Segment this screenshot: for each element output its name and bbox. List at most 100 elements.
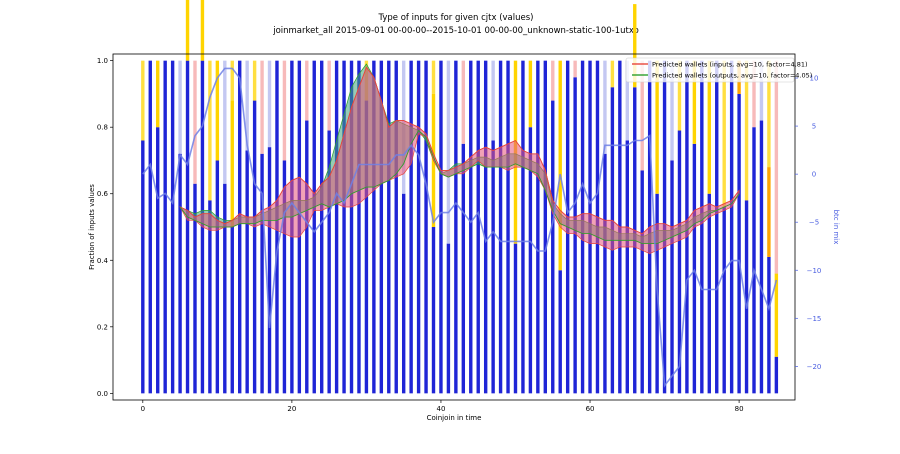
bar-remainder bbox=[141, 60, 145, 141]
bar-blue bbox=[349, 60, 354, 394]
x-tick-label: 0 bbox=[141, 405, 145, 413]
x-tick-label: 80 bbox=[735, 405, 744, 413]
bar-remainder bbox=[431, 60, 436, 94]
bar-yellow bbox=[774, 273, 779, 357]
bar-blue bbox=[677, 130, 682, 394]
bar-yellow bbox=[200, 0, 205, 61]
bar-blue bbox=[513, 243, 518, 394]
bar-blue bbox=[744, 200, 749, 394]
bar-blue bbox=[312, 60, 316, 394]
bar-blue bbox=[334, 60, 339, 394]
bar-remainder bbox=[178, 60, 182, 154]
bar-remainder bbox=[230, 60, 234, 101]
bar-blue bbox=[625, 140, 629, 394]
bar-yellow bbox=[707, 60, 711, 194]
bar-blue bbox=[498, 60, 503, 394]
y-tick-label: 0.0 bbox=[97, 390, 108, 398]
plot-area bbox=[141, 0, 779, 394]
y2-tick-label: 5 bbox=[812, 123, 816, 131]
bar-blue bbox=[364, 100, 369, 394]
bar-remainder bbox=[252, 60, 257, 101]
bar-yellow bbox=[633, 4, 637, 88]
bar-remainder bbox=[551, 60, 555, 101]
bar-blue bbox=[185, 60, 190, 394]
bar-remainder bbox=[282, 60, 287, 161]
x-tick-label: 60 bbox=[586, 405, 595, 413]
bar-blue bbox=[170, 60, 175, 394]
chart-subtitle: joinmarket_all 2015-09-01 00-00-00--2015… bbox=[272, 26, 639, 36]
bar-blue bbox=[506, 60, 510, 394]
bar-yellow bbox=[230, 100, 234, 227]
bar-remainder bbox=[327, 60, 331, 131]
bar-remainder bbox=[603, 60, 607, 154]
bar-blue bbox=[178, 153, 182, 394]
y2-tick-label: −5 bbox=[809, 219, 819, 227]
y2-tick-label: −15 bbox=[807, 315, 822, 323]
bar-yellow bbox=[558, 60, 562, 271]
bar-blue bbox=[305, 120, 309, 394]
bar-remainder bbox=[767, 60, 771, 168]
bar-blue bbox=[148, 60, 152, 394]
bar-blue bbox=[394, 60, 398, 394]
bar-blue bbox=[715, 60, 719, 394]
bar-blue bbox=[260, 153, 264, 394]
bar-remainder bbox=[759, 60, 764, 121]
bar-yellow bbox=[185, 0, 190, 61]
bar-remainder bbox=[267, 60, 272, 148]
bar-remainder bbox=[446, 60, 451, 244]
x-tick-label: 20 bbox=[287, 405, 296, 413]
y2-tick-label: 0 bbox=[812, 171, 816, 179]
bar-blue bbox=[215, 160, 220, 394]
bar-blue bbox=[476, 60, 480, 394]
bar-yellow bbox=[528, 60, 533, 128]
bar-blue bbox=[774, 356, 779, 394]
bar-blue bbox=[692, 143, 697, 394]
bar-blue bbox=[156, 127, 160, 394]
chart-title: Type of inputs for given cjtx (values) bbox=[378, 13, 534, 23]
y2-tick-label: −20 bbox=[807, 363, 822, 371]
bar-blue bbox=[551, 100, 555, 394]
axes: 0.0 0.2 0.4 0.6 0.8 1.0 0 20 40 60 80 10 5 0 −5 −10 −15 −… bbox=[97, 57, 822, 413]
y-tick-label: 1.0 bbox=[97, 57, 108, 65]
bar-remainder bbox=[677, 60, 682, 131]
bar-blue bbox=[401, 193, 406, 394]
bar-blue bbox=[543, 60, 548, 394]
bar-blue bbox=[357, 60, 361, 394]
btc-in-mix-line bbox=[142, 67, 778, 388]
plot-frame bbox=[112, 53, 796, 401]
bar-blue bbox=[528, 127, 533, 394]
bar-yellow bbox=[692, 60, 697, 144]
bar-blue bbox=[416, 60, 421, 394]
outputs-line bbox=[179, 129, 740, 245]
bar-remainder bbox=[491, 60, 495, 141]
y2-tick-label: 10 bbox=[810, 75, 819, 83]
bar-blue bbox=[252, 100, 257, 394]
bar-blue bbox=[223, 183, 227, 394]
bar-blue bbox=[521, 60, 525, 394]
bar-blue bbox=[208, 200, 212, 394]
bar-yellow bbox=[156, 60, 160, 128]
bar-remainder bbox=[461, 60, 466, 144]
bar-blue bbox=[439, 60, 443, 394]
bar-blue bbox=[461, 143, 466, 394]
bar-remainder bbox=[752, 60, 756, 128]
bar-blue bbox=[603, 153, 607, 394]
bar-blue bbox=[163, 60, 167, 394]
bar-remainder bbox=[573, 60, 577, 78]
legend-frame bbox=[625, 57, 795, 83]
bar-blue bbox=[282, 160, 287, 394]
bar-blue bbox=[342, 60, 346, 394]
bar-blue bbox=[372, 60, 376, 394]
bar-blue bbox=[141, 140, 145, 394]
bar-blue bbox=[238, 60, 242, 394]
bar-blue bbox=[245, 150, 249, 394]
bar-blue bbox=[707, 193, 711, 394]
bar-remainder bbox=[305, 60, 309, 121]
bar-blue bbox=[387, 60, 391, 394]
bar-blue bbox=[319, 60, 324, 394]
bar-blue bbox=[640, 170, 644, 394]
bar-yellow bbox=[215, 60, 220, 161]
bar-remainder bbox=[208, 60, 212, 201]
